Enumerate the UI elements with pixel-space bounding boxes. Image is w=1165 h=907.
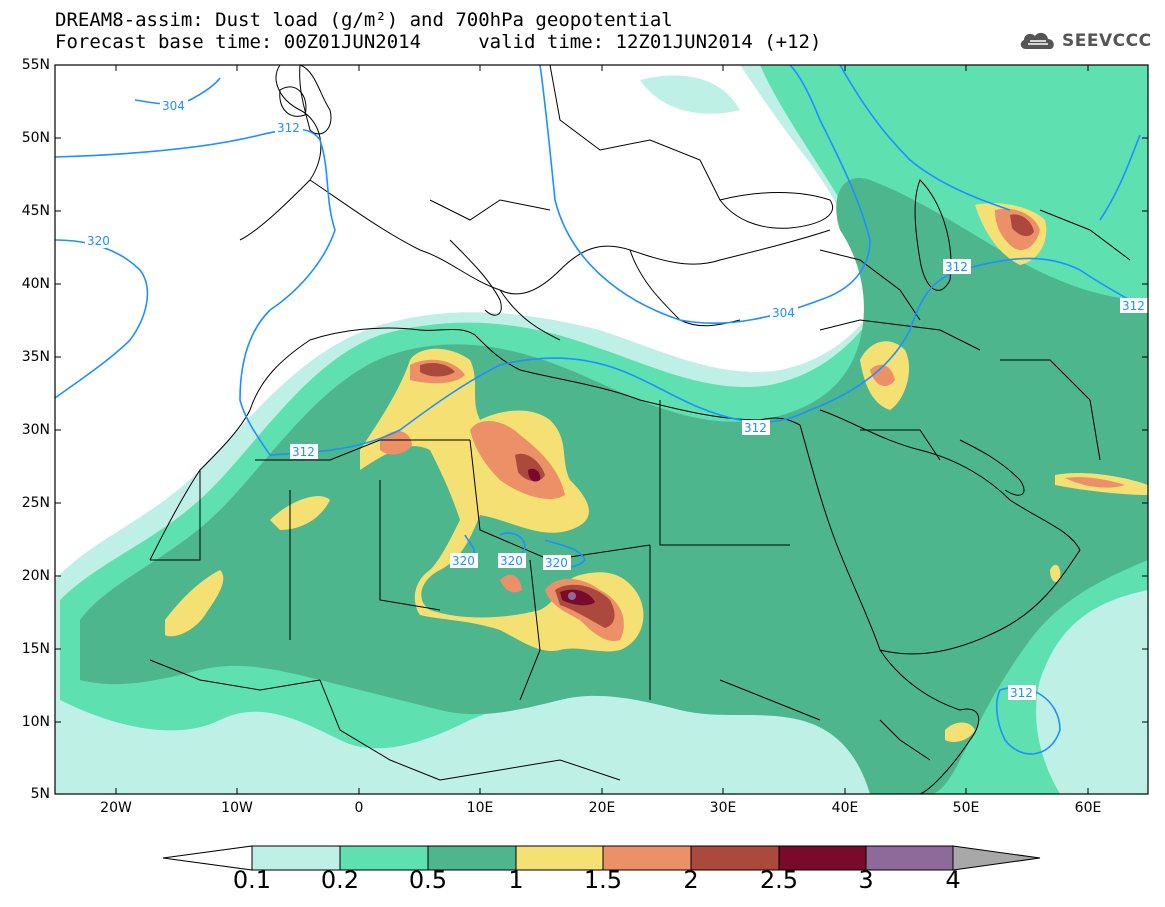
lon-label: 10E bbox=[466, 800, 494, 816]
colorbar-segment-4 bbox=[515, 845, 604, 871]
lat-label: 55N bbox=[21, 57, 50, 73]
colorbar-label: 3 bbox=[858, 866, 874, 894]
colorbar-segment-1 bbox=[251, 845, 341, 871]
colorbar-segment-6 bbox=[690, 845, 780, 871]
colorbar-label: 1.5 bbox=[583, 866, 623, 894]
cloud-icon bbox=[1020, 32, 1054, 49]
contour-label-304-med: 304 bbox=[772, 306, 795, 320]
contour-312-east bbox=[839, 65, 1011, 211]
colorbar-label: 2.5 bbox=[759, 866, 799, 894]
contour-label-312-north: 312 bbox=[277, 121, 300, 135]
contour-label-320-c: 320 bbox=[545, 556, 568, 570]
chart-title-line1: DREAM8-assim: Dust load (g/m²) and 700hP… bbox=[55, 9, 673, 31]
lat-label: 25N bbox=[21, 495, 50, 511]
colorbar-segment-8 bbox=[865, 845, 954, 871]
seevccc-logo: SEEVCCC bbox=[1018, 28, 1152, 54]
contour-304-west bbox=[134, 77, 221, 105]
dust-level-0.5 bbox=[80, 178, 1148, 794]
contour-label-304-west: 304 bbox=[162, 99, 185, 113]
contour-label-320-a: 320 bbox=[452, 554, 475, 568]
contour-label-312-caspian: 312 bbox=[945, 260, 968, 274]
colorbar-high-triangle bbox=[952, 845, 1041, 871]
contour-label-320-b: 320 bbox=[500, 554, 523, 568]
lat-label: 15N bbox=[21, 641, 50, 657]
lat-label: 45N bbox=[21, 203, 50, 219]
colorbar-label: 0.5 bbox=[408, 866, 448, 894]
dust-level-3 bbox=[568, 592, 576, 600]
colorbar-segment-2 bbox=[339, 845, 429, 871]
contour-label-group: 304 312 320 312 320 320 320 304 312 312 … bbox=[85, 98, 1148, 700]
colorbar-segment-3 bbox=[427, 845, 517, 871]
lon-label: 30E bbox=[709, 800, 737, 816]
lat-label: 30N bbox=[21, 422, 50, 438]
dust-level-2.5 bbox=[528, 468, 595, 606]
lon-label: 20W bbox=[100, 800, 132, 816]
lat-label: 10N bbox=[21, 714, 50, 730]
contour-label-312-egypt: 312 bbox=[744, 421, 767, 435]
logo-text: SEEVCCC bbox=[1062, 31, 1152, 51]
colorbar-label: 1 bbox=[508, 866, 524, 894]
lon-label: 10W bbox=[221, 800, 253, 816]
lon-label: 60E bbox=[1074, 800, 1102, 816]
contour-label-312-morocco: 312 bbox=[292, 445, 315, 459]
contour-312-arabian-sea-path bbox=[995, 686, 1061, 755]
lat-label: 40N bbox=[21, 276, 50, 292]
lat-label: 20N bbox=[21, 568, 50, 584]
lat-label: 50N bbox=[21, 130, 50, 146]
colorbar bbox=[162, 845, 1041, 871]
lat-label: 35N bbox=[21, 349, 50, 365]
contour-label-320-atlantic: 320 bbox=[87, 234, 110, 248]
colorbar-label: 0.2 bbox=[320, 866, 360, 894]
lon-label: 40E bbox=[831, 800, 859, 816]
axis-ticks bbox=[55, 64, 1148, 795]
lon-label: 50E bbox=[952, 800, 980, 816]
colorbar-label: 0.1 bbox=[232, 866, 272, 894]
contour-312-ne bbox=[1099, 134, 1141, 221]
lat-label: 5N bbox=[30, 786, 50, 802]
contour-label-312-arabian-sea: 312 bbox=[1010, 686, 1033, 700]
colorbar-segment-7 bbox=[778, 845, 867, 871]
colorbar-segment-5 bbox=[602, 845, 692, 871]
chart-title-line2: Forecast base time: 00Z01JUN2014 valid t… bbox=[55, 31, 822, 53]
contour-label-312-east: 312 bbox=[1122, 299, 1145, 313]
coastlines-and-borders bbox=[149, 65, 1131, 794]
lon-label: 20E bbox=[588, 800, 616, 816]
lon-label: 0 bbox=[354, 800, 364, 816]
colorbar-label: 4 bbox=[945, 866, 961, 894]
contour-312-north bbox=[55, 128, 336, 456]
colorbar-label: 2 bbox=[683, 866, 699, 894]
